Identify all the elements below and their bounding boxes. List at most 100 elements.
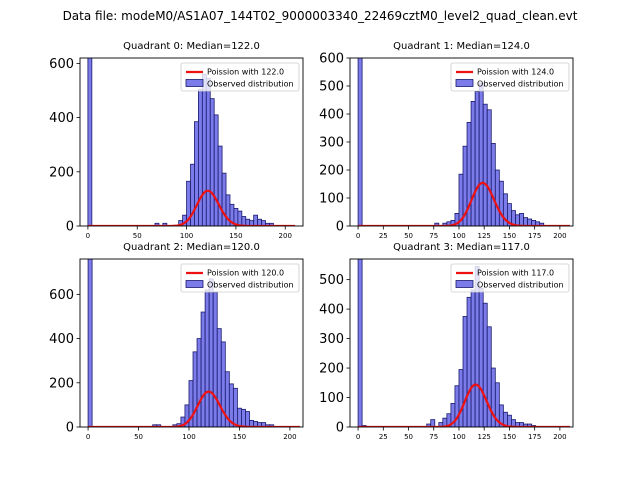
x-tick-label: 175 (528, 433, 541, 441)
x-tick-label: 200 (553, 232, 566, 240)
histogram-bar (213, 114, 219, 226)
axes-frame (79, 258, 304, 428)
histogram-bar (200, 311, 206, 427)
subplot-title: Quadrant 0: Median=122.0 (123, 41, 260, 52)
histogram-bar (430, 419, 436, 427)
histogram-bar (490, 142, 496, 226)
x-tick-label: 50 (404, 232, 413, 240)
y-tick-label: 400 (49, 111, 74, 126)
x-tick-label: 150 (503, 232, 516, 240)
x-tick-label: 0 (86, 433, 90, 441)
histogram-bar (245, 411, 250, 427)
legend: Poission with 124.0 Observed distribution (450, 62, 570, 92)
legend-label-observed: Observed distribution (207, 80, 294, 89)
histogram-bar (212, 291, 218, 427)
legend-label-poisson: Poission with 122.0 (207, 68, 284, 77)
histogram-bar (208, 278, 214, 427)
x-tick-label: 200 (553, 433, 566, 441)
x-tick-label: 150 (233, 433, 246, 441)
x-tick-label: 25 (379, 433, 388, 441)
histogram-bar (241, 408, 246, 427)
x-tick-label: 200 (279, 232, 292, 240)
quadrant-panel-2: Quadrant 2: Median=120.0 0 200 400 600 0 50 100… (49, 242, 304, 441)
histogram-bar (198, 88, 203, 226)
x-tick-label: 50 (133, 232, 142, 240)
x-tick-label: 200 (283, 433, 296, 441)
x-tick-label: 50 (404, 433, 413, 441)
histogram-bar (162, 222, 168, 226)
y-tick-label: 0 (66, 421, 74, 436)
histogram-bar (462, 316, 468, 427)
histogram-bar (498, 180, 504, 226)
legend: Poission with 120.0 Observed distribution (180, 263, 300, 293)
legend-label-observed: Observed distribution (477, 281, 564, 290)
x-tick-label: 0 (356, 433, 360, 441)
plot-area (357, 259, 570, 427)
histogram-bar-zero (87, 259, 93, 427)
legend: Poission with 122.0 Observed distribution (180, 62, 300, 92)
legend-label-poisson: Poission with 124.0 (477, 68, 554, 77)
x-tick-label: 100 (182, 433, 195, 441)
x-tick-label: 150 (503, 433, 516, 441)
histogram-bar (466, 296, 472, 427)
y-tick-label: 400 (49, 332, 74, 347)
x-tick-label: 50 (134, 433, 143, 441)
legend-bar-swatch (455, 79, 474, 87)
x-tick-label: 25 (379, 232, 388, 240)
legend-box (180, 62, 300, 92)
histogram-bar (204, 289, 210, 427)
y-tick-label: 500 (319, 80, 344, 95)
x-tick-label: 175 (528, 232, 541, 240)
y-tick-label: 500 (319, 273, 344, 288)
histogram-bar (237, 407, 242, 427)
y-tick-label: 400 (319, 303, 344, 318)
y-tick-label: 200 (49, 165, 74, 180)
histogram-bar-zero (357, 58, 363, 226)
legend-label-poisson: Poission with 117.0 (477, 269, 554, 278)
y-tick-label: 0 (336, 220, 344, 235)
y-tick-label: 200 (49, 376, 74, 391)
x-tick-label: 75 (429, 433, 438, 441)
histogram-bar (470, 289, 476, 427)
y-tick-label: 600 (49, 288, 74, 303)
histogram-bar (523, 217, 528, 226)
x-tick-label: 100 (180, 232, 193, 240)
plot-area (357, 58, 570, 226)
histogram-bar (269, 222, 274, 226)
y-tick-label: 100 (319, 391, 344, 406)
histogram-bar (478, 82, 484, 226)
poisson-curve (358, 181, 570, 226)
legend-label-poisson: Poission with 120.0 (207, 269, 284, 278)
quadrant-panel-1: Quadrant 1: Median=124.00100200300400500… (319, 41, 574, 240)
poisson-curve (358, 383, 570, 427)
legend-bar-swatch (185, 79, 204, 87)
x-tick-label: 100 (452, 433, 465, 441)
histogram-bar (458, 369, 464, 427)
subplot-title: Quadrant 2: Median=120.0 (123, 242, 260, 253)
histogram-bar-zero (87, 58, 93, 226)
figure-title: Data file: modeM0/AS1A07_144T02_90000033… (63, 9, 578, 23)
y-tick-label: 200 (319, 164, 344, 179)
histogram-bar (221, 172, 227, 226)
legend-bar-swatch (185, 280, 204, 288)
histogram-bar (192, 351, 198, 427)
quadrant-panel-0: Quadrant 0: Median=122.0 0 200 400 600 0 50 100… (49, 41, 304, 240)
x-tick-label: 100 (452, 232, 465, 240)
poisson-curve (88, 390, 300, 427)
legend-box (180, 263, 300, 293)
x-tick-label: 150 (229, 232, 242, 240)
y-tick-label: 600 (49, 57, 74, 72)
histogram-bar (201, 73, 207, 226)
axes-frame (79, 57, 304, 227)
quadrant-panel-3: Quadrant 3: Median=117.00100200300400500… (319, 242, 574, 441)
histogram-bar (482, 103, 488, 226)
legend-label-observed: Observed distribution (207, 281, 294, 290)
histogram-bar (482, 302, 488, 427)
y-tick-label: 300 (319, 136, 344, 151)
histogram-bar (209, 98, 215, 226)
legend: Poission with 117.0 Observed distribution (450, 263, 570, 293)
y-tick-label: 400 (319, 108, 344, 123)
legend-box (450, 62, 570, 92)
x-tick-label: 0 (356, 232, 360, 240)
subplot-title: Quadrant 1: Median=124.0 (393, 41, 530, 52)
